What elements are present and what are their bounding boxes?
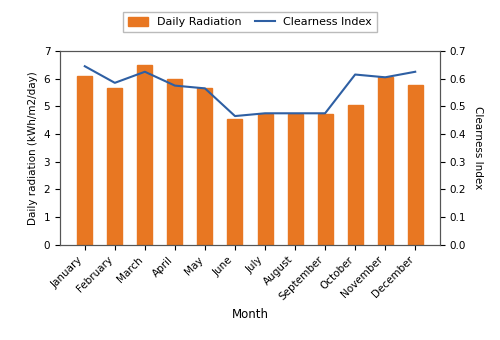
- Bar: [408, 85, 422, 245]
- Line: Clearness Index: Clearness Index: [85, 66, 415, 116]
- Bar: [348, 105, 362, 245]
- Clearness Index: [82, 64, 88, 68]
- Clearness Index: [262, 111, 268, 115]
- Clearness Index: [352, 72, 358, 76]
- Bar: [108, 88, 122, 245]
- Y-axis label: Clearness Index: Clearness Index: [473, 106, 483, 189]
- Bar: [258, 114, 272, 245]
- Bar: [318, 114, 332, 245]
- Bar: [228, 119, 242, 245]
- Bar: [288, 114, 302, 245]
- Bar: [198, 88, 212, 245]
- Bar: [138, 65, 152, 245]
- Clearness Index: [412, 70, 418, 74]
- Y-axis label: Daily radiation (kWh/m2/day): Daily radiation (kWh/m2/day): [28, 71, 38, 225]
- Clearness Index: [112, 81, 118, 85]
- Clearness Index: [382, 75, 388, 79]
- Legend: Daily Radiation, Clearness Index: Daily Radiation, Clearness Index: [124, 12, 376, 32]
- Bar: [78, 76, 92, 245]
- Clearness Index: [292, 111, 298, 115]
- X-axis label: Month: Month: [232, 308, 268, 321]
- Clearness Index: [232, 114, 238, 118]
- Bar: [378, 77, 392, 245]
- Bar: [168, 79, 182, 245]
- Clearness Index: [322, 111, 328, 115]
- Clearness Index: [202, 86, 208, 90]
- Clearness Index: [142, 70, 148, 74]
- Clearness Index: [172, 84, 178, 88]
